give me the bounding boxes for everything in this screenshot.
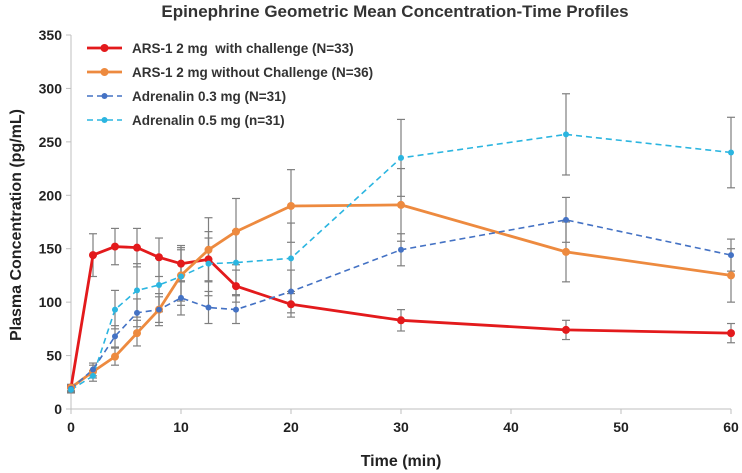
data-point xyxy=(178,273,184,280)
series-line-2 xyxy=(70,203,732,389)
legend-label: Adrenalin 0.3 mg (N=31) xyxy=(132,89,286,104)
data-point xyxy=(177,259,185,268)
legend-label: ARS-1 2 mg without Challenge (N=36) xyxy=(132,65,373,80)
data-point xyxy=(232,227,240,236)
data-point xyxy=(288,288,294,295)
data-point xyxy=(233,306,239,313)
series-line-4 xyxy=(70,133,732,391)
data-point xyxy=(133,243,141,252)
data-point xyxy=(727,271,735,280)
data-point xyxy=(563,216,569,223)
y-tick-label: 0 xyxy=(54,401,62,417)
y-axis-title: Plasma Concentration (pg/mL) xyxy=(8,109,25,341)
data-point xyxy=(398,154,404,161)
x-tick-label: 50 xyxy=(613,419,629,435)
data-point xyxy=(398,246,404,253)
data-point xyxy=(287,300,295,309)
data-point xyxy=(90,372,96,379)
chart-title: Epinephrine Geometric Mean Concentration… xyxy=(161,2,628,21)
legend: ARS-1 2 mg with challenge (N=33) ARS-1 2 … xyxy=(87,41,373,128)
data-point xyxy=(68,386,74,393)
legend-label: ARS-1 2 mg with challenge (N=33) xyxy=(132,41,354,56)
data-point xyxy=(112,333,118,340)
x-tick-label: 0 xyxy=(67,419,75,435)
data-point xyxy=(156,306,162,313)
data-point xyxy=(727,329,735,338)
data-point xyxy=(134,309,140,316)
x-tick-label: 40 xyxy=(503,419,519,435)
legend-label: Adrenalin 0.5 mg (n=31) xyxy=(132,113,285,128)
data-point xyxy=(205,260,212,267)
x-tick-label: 20 xyxy=(283,419,299,435)
data-point xyxy=(397,316,405,325)
data-point xyxy=(204,255,213,264)
data-point xyxy=(397,200,405,209)
series-points xyxy=(67,131,735,393)
data-point xyxy=(233,259,239,266)
data-point xyxy=(562,325,570,334)
y-tick-label: 300 xyxy=(39,80,63,96)
y-tick-label: 100 xyxy=(39,294,63,310)
data-point xyxy=(232,282,240,291)
data-point xyxy=(178,294,184,301)
data-point xyxy=(111,242,119,251)
data-point xyxy=(89,251,97,260)
legend-swatch-marker xyxy=(100,68,109,76)
series-line-3 xyxy=(70,219,732,390)
y-tick-label: 50 xyxy=(46,348,62,364)
axes: 0 50 100 150 200 250 300 350 0 10 20 30 40 50 60 xyxy=(39,27,739,435)
data-point xyxy=(563,131,569,138)
data-point xyxy=(288,255,294,262)
x-tick-label: 10 xyxy=(173,419,189,435)
data-point xyxy=(111,352,119,361)
y-tick-label: 150 xyxy=(39,241,63,257)
y-tick-label: 350 xyxy=(39,27,63,43)
x-axis-title: Time (min) xyxy=(361,453,442,470)
data-point xyxy=(134,287,140,294)
data-point xyxy=(155,253,163,262)
data-point xyxy=(205,304,212,311)
y-tick-label: 200 xyxy=(39,187,63,203)
data-point xyxy=(112,306,118,313)
legend-swatch-marker xyxy=(101,117,108,123)
data-point xyxy=(728,252,734,259)
legend-swatch-marker xyxy=(101,93,108,99)
legend-swatch-marker xyxy=(100,44,109,52)
data-point xyxy=(90,366,96,373)
data-point xyxy=(287,201,295,210)
data-point xyxy=(728,149,734,156)
x-tick-label: 30 xyxy=(393,419,409,435)
data-point xyxy=(204,245,213,254)
data-point xyxy=(562,247,570,256)
y-tick-label: 250 xyxy=(39,134,63,150)
x-tick-label: 60 xyxy=(723,419,739,435)
data-point xyxy=(133,329,141,338)
error-bars xyxy=(67,93,735,394)
data-point xyxy=(156,282,162,289)
